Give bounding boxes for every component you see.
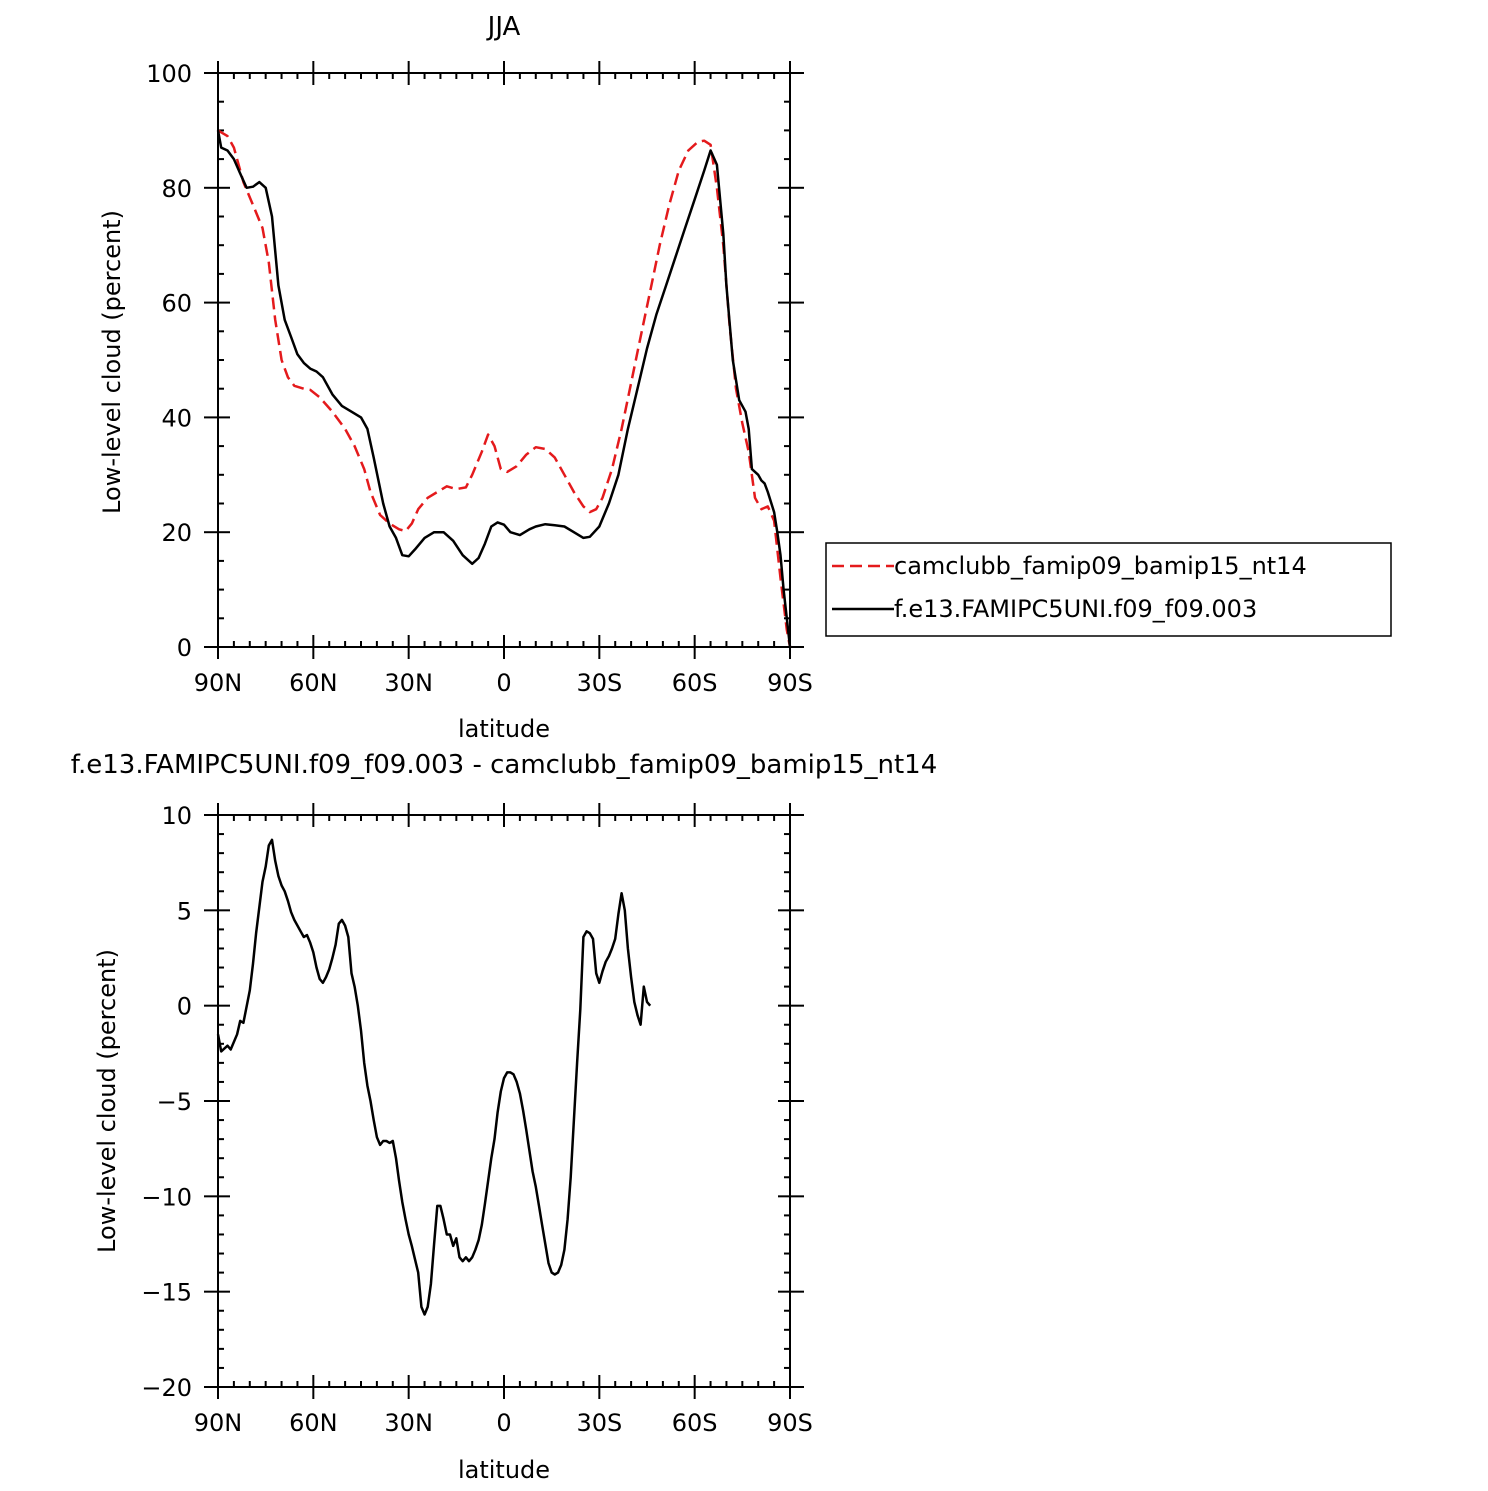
x-tick-label: 60S [672, 669, 718, 697]
top-chart-ylabel: Low-level cloud (percent) [98, 210, 126, 514]
x-tick-label: 30N [384, 1409, 433, 1437]
legend: camclubb_famip09_bamip15_nt14 f.e13.FAMI… [825, 542, 1392, 637]
x-tick-label: 0 [496, 1409, 511, 1437]
top-chart-frame [217, 72, 791, 648]
top-chart-series [216, 129, 792, 648]
y-tick-label: 10 [161, 802, 192, 830]
bottom-chart-title: f.e13.FAMIPC5UNI.f09_f09.003 - camclubb_… [71, 750, 938, 780]
x-tick-label: 90N [194, 669, 243, 697]
bottom-chart-frame [217, 814, 791, 1388]
y-tick-label: 100 [146, 60, 192, 88]
bottom-chart-ticks: 90N 60N 30N 0 30S 60S 90S −20 −15 −10 −5 0 5 10 [141, 802, 813, 1437]
y-tick-label: −15 [141, 1279, 192, 1307]
y-tick-label: 0 [177, 634, 192, 662]
y-tick-label: −20 [141, 1374, 192, 1402]
y-tick-label: 40 [161, 404, 192, 432]
legend-box [825, 542, 1392, 637]
legend-label-camclubb: camclubb_famip09_bamip15_nt14 [894, 552, 1307, 580]
y-tick-label: −10 [141, 1183, 192, 1211]
x-tick-label: 60S [672, 1409, 718, 1437]
top-chart-title: JJA [486, 12, 521, 42]
legend-label-fe13: f.e13.FAMIPC5UNI.f09_f09.003 [894, 595, 1257, 623]
y-tick-label: 20 [161, 519, 192, 547]
x-tick-label: 30N [384, 669, 433, 697]
bottom-chart-series [216, 838, 652, 1316]
y-tick-label: −5 [157, 1088, 192, 1116]
y-tick-label: 60 [161, 290, 192, 318]
x-tick-label: 90S [767, 1409, 813, 1437]
x-tick-label: 30S [576, 669, 622, 697]
top-series-line-1 [216, 130, 792, 648]
bottom-series-line-0 [216, 838, 652, 1316]
y-tick-label: 80 [161, 175, 192, 203]
x-tick-label: 0 [496, 669, 511, 697]
top-chart-xlabel: latitude [458, 715, 550, 743]
x-tick-label: 90S [767, 669, 813, 697]
bottom-chart-ylabel: Low-level cloud (percent) [93, 949, 121, 1253]
x-tick-label: 60N [289, 669, 338, 697]
x-tick-label: 90N [194, 1409, 243, 1437]
top-chart-panel: JJA 90N 60N 30N 0 30S 60S 90S 0 20 40 60 80 100 Low-… [98, 12, 813, 743]
x-tick-label: 30S [576, 1409, 622, 1437]
x-tick-label: 60N [289, 1409, 338, 1437]
bottom-chart-panel: f.e13.FAMIPC5UNI.f09_f09.003 - camclubb_… [71, 750, 938, 1484]
y-tick-label: 0 [177, 993, 192, 1021]
top-chart-ticks: 90N 60N 30N 0 30S 60S 90S 0 20 40 60 80 100 [146, 60, 813, 697]
bottom-chart-xlabel: latitude [458, 1456, 550, 1484]
y-tick-label: 5 [177, 897, 192, 925]
top-series-line-0 [217, 129, 792, 648]
